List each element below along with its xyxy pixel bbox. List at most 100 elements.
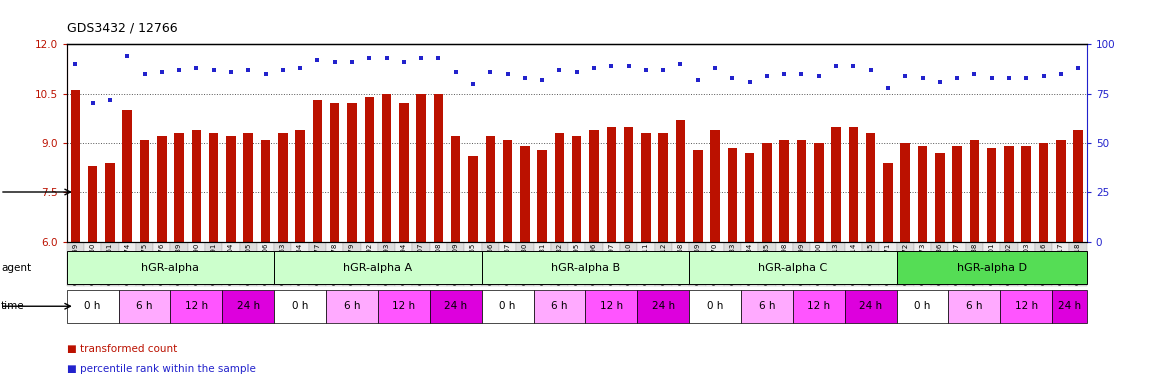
Bar <box>642 133 651 242</box>
Text: agent: agent <box>1 263 31 273</box>
Bar <box>554 133 565 242</box>
Point <box>222 69 240 75</box>
Point <box>412 55 430 61</box>
Bar <box>365 97 374 242</box>
Point <box>637 67 655 73</box>
Bar <box>416 94 426 242</box>
Text: 12 h: 12 h <box>392 301 415 311</box>
Text: hGR-alpha C: hGR-alpha C <box>758 263 828 273</box>
FancyBboxPatch shape <box>327 290 378 323</box>
Bar <box>520 146 530 242</box>
Bar <box>780 140 789 242</box>
Text: 12 h: 12 h <box>185 301 208 311</box>
Bar <box>140 140 150 242</box>
Point <box>758 73 776 79</box>
Bar <box>105 163 115 242</box>
Point <box>463 81 482 87</box>
Point <box>1068 65 1087 71</box>
Point <box>603 63 621 69</box>
Bar <box>883 163 892 242</box>
Text: 24 h: 24 h <box>652 301 675 311</box>
Bar <box>1038 143 1049 242</box>
Point <box>360 55 378 61</box>
Text: 6 h: 6 h <box>344 301 360 311</box>
Bar <box>503 140 512 242</box>
Point <box>982 75 1000 81</box>
Bar <box>814 143 823 242</box>
Bar <box>762 143 772 242</box>
Point <box>394 59 413 65</box>
Bar <box>606 127 616 242</box>
Bar <box>1073 130 1083 242</box>
FancyBboxPatch shape <box>585 290 637 323</box>
Text: 6 h: 6 h <box>551 301 568 311</box>
Point <box>118 53 137 59</box>
Text: 24 h: 24 h <box>237 301 260 311</box>
FancyBboxPatch shape <box>118 290 170 323</box>
Point <box>187 65 206 71</box>
Point <box>827 63 845 69</box>
Bar <box>987 148 996 242</box>
Point <box>896 73 914 79</box>
Bar <box>849 127 858 242</box>
Point <box>706 65 724 71</box>
Bar <box>1004 146 1013 242</box>
Point <box>1034 73 1052 79</box>
Point <box>274 67 292 73</box>
Text: 24 h: 24 h <box>859 301 882 311</box>
FancyBboxPatch shape <box>689 290 741 323</box>
Text: hGR-alpha D: hGR-alpha D <box>957 263 1027 273</box>
Text: 12 h: 12 h <box>1014 301 1037 311</box>
Bar <box>192 130 201 242</box>
Point <box>377 55 396 61</box>
FancyBboxPatch shape <box>534 290 585 323</box>
FancyBboxPatch shape <box>67 252 274 284</box>
Bar <box>434 94 443 242</box>
Point <box>861 67 880 73</box>
Bar <box>797 140 806 242</box>
Bar <box>399 104 408 242</box>
FancyBboxPatch shape <box>637 290 689 323</box>
Text: 6 h: 6 h <box>136 301 153 311</box>
FancyBboxPatch shape <box>482 290 534 323</box>
Bar <box>969 140 979 242</box>
Point <box>67 61 85 67</box>
Point <box>325 59 344 65</box>
Point <box>291 65 309 71</box>
Text: 0 h: 0 h <box>499 301 515 311</box>
Point <box>515 75 534 81</box>
Text: 6 h: 6 h <box>759 301 775 311</box>
Text: hGR-alpha: hGR-alpha <box>141 263 199 273</box>
Point <box>620 63 638 69</box>
Bar <box>728 148 737 242</box>
Point <box>567 69 585 75</box>
Bar <box>382 94 391 242</box>
FancyBboxPatch shape <box>482 252 689 284</box>
Point <box>672 61 690 67</box>
FancyBboxPatch shape <box>222 290 274 323</box>
Bar <box>676 120 685 242</box>
FancyBboxPatch shape <box>430 290 482 323</box>
Bar <box>468 156 477 242</box>
Text: 0 h: 0 h <box>914 301 930 311</box>
Point <box>308 57 327 63</box>
Point <box>879 84 897 91</box>
Bar <box>537 150 547 242</box>
Point <box>741 79 759 85</box>
Point <box>1017 75 1035 81</box>
Text: 6 h: 6 h <box>966 301 982 311</box>
Point <box>343 59 361 65</box>
Point <box>810 73 828 79</box>
Point <box>205 67 223 73</box>
Bar <box>347 104 356 242</box>
FancyBboxPatch shape <box>1000 290 1052 323</box>
Bar <box>175 133 184 242</box>
Bar <box>485 136 494 242</box>
Bar <box>693 150 703 242</box>
FancyBboxPatch shape <box>274 290 327 323</box>
Bar <box>209 133 218 242</box>
Point <box>481 69 499 75</box>
Bar <box>451 136 460 242</box>
Point <box>136 71 154 77</box>
Bar <box>572 136 582 242</box>
